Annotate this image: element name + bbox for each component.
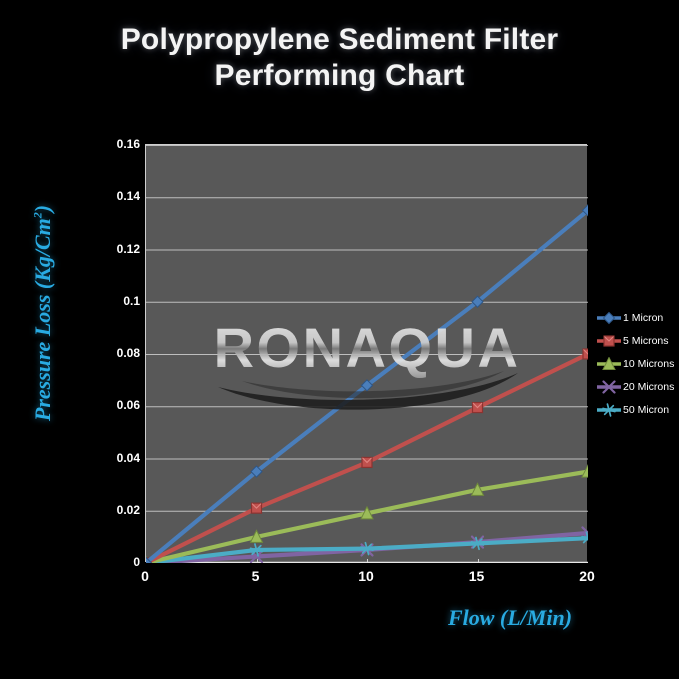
data-point-marker <box>250 502 263 514</box>
legend-item-50-micron[interactable]: 50 Micron <box>596 398 679 421</box>
legend-label: 10 Microns <box>623 357 675 370</box>
title-line-1: Polypropylene Sediment Filter <box>120 23 559 56</box>
y-tick-label: 0.14 <box>116 189 140 204</box>
plot-area: RONAQUA <box>145 144 588 563</box>
y-tick-label: 0 <box>133 555 140 569</box>
data-point-marker <box>250 465 263 478</box>
data-point-marker <box>249 543 264 557</box>
x-tick-label: 20 <box>579 568 595 584</box>
data-point-marker <box>603 334 615 347</box>
data-point-marker <box>602 311 616 324</box>
data-point-marker <box>582 348 588 360</box>
legend-label: 1 Micron <box>623 311 664 324</box>
data-point-marker <box>581 531 588 544</box>
legend: 1 Micron 5 Microns 10 Microns 20 Microns 50 … <box>596 306 679 421</box>
page-title: Polypropylene Sediment Filter Performing… <box>0 22 679 94</box>
y-tick-label: 0.12 <box>116 241 140 256</box>
x-axis-title: Flow (L/Min) <box>447 605 573 630</box>
data-point-marker <box>581 463 588 478</box>
data-point-marker <box>581 204 588 217</box>
legend-item-10-microns[interactable]: 10 Microns <box>596 352 679 375</box>
data-point-marker <box>249 529 264 543</box>
legend-marker-icon <box>596 311 622 325</box>
data-point-marker <box>470 482 485 496</box>
legend-item-20-microns[interactable]: 20 Microns <box>596 375 679 398</box>
data-point-marker <box>361 456 373 469</box>
data-point-marker <box>360 505 374 520</box>
legend-label: 50 Micron <box>623 403 670 416</box>
legend-label: 5 Microns <box>623 334 669 347</box>
legend-item-5-microns[interactable]: 5 Microns <box>596 329 679 352</box>
plot-svg <box>146 145 588 563</box>
data-point-marker <box>471 401 484 414</box>
data-point-marker <box>146 556 153 563</box>
data-point-marker <box>602 379 616 394</box>
y-tick-label: 0.06 <box>116 398 140 413</box>
y-tick-label: 0.04 <box>116 450 140 465</box>
series-50-micron <box>146 531 588 563</box>
y-tick-label: 0.16 <box>116 137 140 151</box>
x-tick-label: 5 <box>251 568 260 584</box>
legend-marker-icon <box>596 334 622 348</box>
x-tick-label: 15 <box>468 568 485 584</box>
y-tick-label: 0.08 <box>116 346 140 360</box>
data-point-marker <box>602 356 616 370</box>
y-axis-title-main: Pressure Loss (Kg/Cm <box>30 218 55 422</box>
legend-marker-icon <box>596 379 622 394</box>
y-tick-label: 0.02 <box>116 502 140 517</box>
data-point-marker <box>470 536 485 551</box>
y-axis-title: Pressure Loss (Kg/Cm2) <box>30 148 56 478</box>
legend-label: 20 Microns <box>623 380 675 393</box>
y-axis-tick-labels: 0 0.02 0.04 0.06 0.08 0.1 0.12 0.14 0.16 <box>92 0 140 679</box>
data-point-marker <box>360 541 374 556</box>
data-point-marker <box>602 402 616 417</box>
x-axis-tick-labels: 0 5 10 15 20 <box>0 568 679 590</box>
y-tick-label: 0.1 <box>123 293 140 308</box>
y-axis-title-superscript: 2 <box>30 212 45 219</box>
legend-item-1-micron[interactable]: 1 Micron <box>596 306 679 329</box>
legend-marker-icon <box>596 402 622 417</box>
legend-marker-icon <box>596 356 622 371</box>
y-axis-title-close: ) <box>30 204 55 213</box>
x-tick-label: 0 <box>141 568 149 584</box>
title-line-2: Performing Chart <box>214 59 465 92</box>
data-point-marker <box>471 295 484 308</box>
x-tick-label: 10 <box>358 568 374 584</box>
